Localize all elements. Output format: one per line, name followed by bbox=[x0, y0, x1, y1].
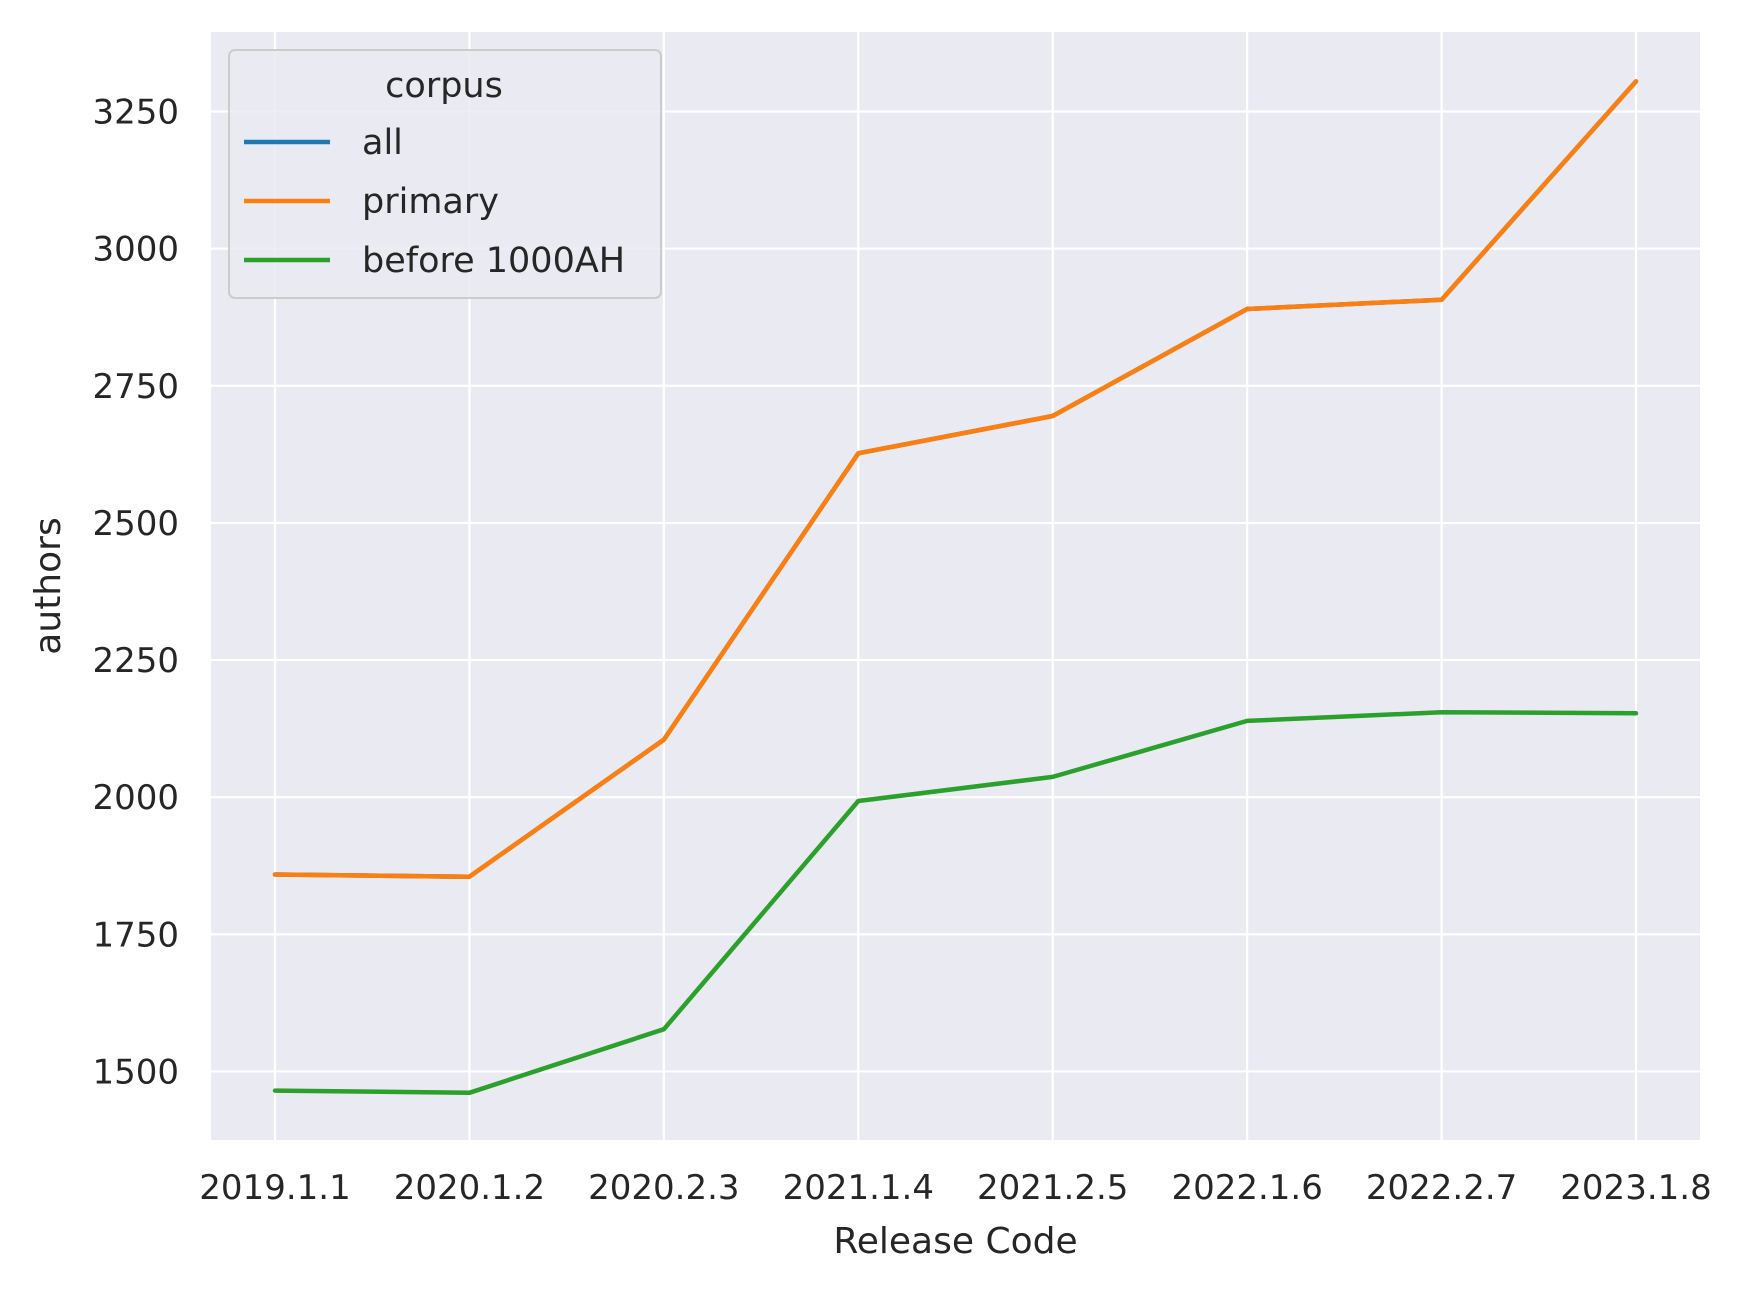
y-tick-label: 2750 bbox=[92, 367, 179, 407]
x-tick-label: 2022.1.6 bbox=[1171, 1168, 1322, 1208]
y-tick-label: 1750 bbox=[92, 915, 179, 955]
y-tick-label: 3250 bbox=[92, 93, 179, 133]
y-tick-labels: 1500 1750 2000 2250 2500 2750 3000 3250 bbox=[92, 93, 179, 1093]
x-tick-label: 2023.1.8 bbox=[1560, 1168, 1711, 1208]
x-tick-label: 2022.2.7 bbox=[1366, 1168, 1517, 1208]
y-tick-label: 2500 bbox=[92, 504, 179, 544]
x-tick-labels: 2019.1.1 2020.1.2 2020.2.3 2021.1.4 2021.2.5… bbox=[199, 1168, 1711, 1208]
y-axis-title: authors bbox=[28, 517, 69, 654]
y-tick-label: 3000 bbox=[92, 230, 179, 270]
series-line bbox=[272, 709, 1639, 1096]
y-tick-label: 1500 bbox=[92, 1052, 179, 1092]
x-tick-label: 2020.1.2 bbox=[394, 1168, 545, 1208]
legend: corpus all primary before 1000AH bbox=[228, 49, 662, 299]
x-tick-label: 2019.1.1 bbox=[199, 1168, 350, 1208]
x-tick-label: 2021.1.4 bbox=[783, 1168, 934, 1208]
legend-label: primary bbox=[362, 182, 499, 222]
x-axis-title: Release Code bbox=[833, 1221, 1077, 1262]
series-lines bbox=[272, 79, 1639, 1096]
series-line bbox=[272, 79, 1639, 879]
x-tick-label: 2021.2.5 bbox=[977, 1168, 1128, 1208]
y-tick-label: 2000 bbox=[92, 778, 179, 818]
legend-label: before 1000AH bbox=[362, 241, 625, 281]
x-tick-label: 2020.2.3 bbox=[588, 1168, 739, 1208]
legend-items: all primary before 1000AH bbox=[244, 123, 625, 281]
legend-title: corpus bbox=[385, 66, 503, 106]
legend-box bbox=[228, 49, 662, 299]
legend-label: all bbox=[362, 123, 403, 163]
y-tick-label: 2250 bbox=[92, 641, 179, 681]
